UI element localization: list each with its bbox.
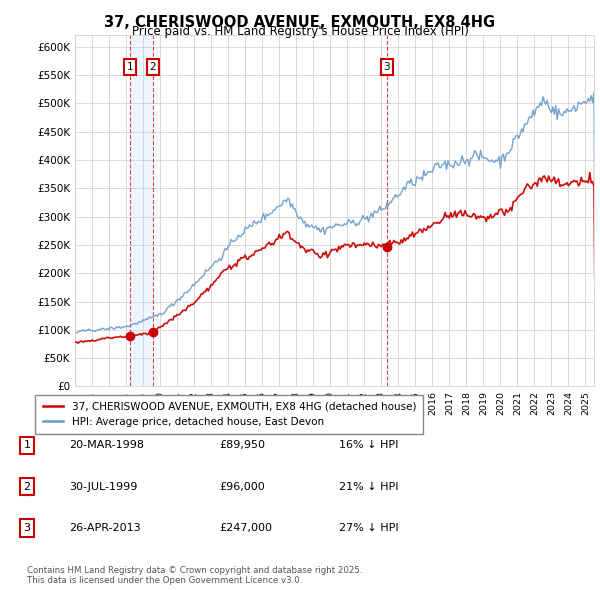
Text: 2: 2 bbox=[149, 62, 156, 72]
Text: 27% ↓ HPI: 27% ↓ HPI bbox=[339, 523, 398, 533]
Legend: 37, CHERISWOOD AVENUE, EXMOUTH, EX8 4HG (detached house), HPI: Average price, de: 37, CHERISWOOD AVENUE, EXMOUTH, EX8 4HG … bbox=[35, 395, 424, 434]
Text: 21% ↓ HPI: 21% ↓ HPI bbox=[339, 482, 398, 491]
Text: 3: 3 bbox=[383, 62, 390, 72]
Text: £96,000: £96,000 bbox=[219, 482, 265, 491]
Text: 30-JUL-1999: 30-JUL-1999 bbox=[69, 482, 137, 491]
Text: 20-MAR-1998: 20-MAR-1998 bbox=[69, 441, 144, 450]
Text: 3: 3 bbox=[23, 523, 31, 533]
Text: 26-APR-2013: 26-APR-2013 bbox=[69, 523, 140, 533]
Text: 1: 1 bbox=[127, 62, 133, 72]
Text: Price paid vs. HM Land Registry's House Price Index (HPI): Price paid vs. HM Land Registry's House … bbox=[131, 25, 469, 38]
Text: 1: 1 bbox=[23, 441, 31, 450]
Text: £89,950: £89,950 bbox=[219, 441, 265, 450]
Text: 37, CHERISWOOD AVENUE, EXMOUTH, EX8 4HG: 37, CHERISWOOD AVENUE, EXMOUTH, EX8 4HG bbox=[104, 15, 496, 30]
Bar bbox=[130, 35, 153, 386]
Text: Contains HM Land Registry data © Crown copyright and database right 2025.
This d: Contains HM Land Registry data © Crown c… bbox=[27, 566, 362, 585]
Text: £247,000: £247,000 bbox=[219, 523, 272, 533]
Text: 2: 2 bbox=[23, 482, 31, 491]
Text: 16% ↓ HPI: 16% ↓ HPI bbox=[339, 441, 398, 450]
